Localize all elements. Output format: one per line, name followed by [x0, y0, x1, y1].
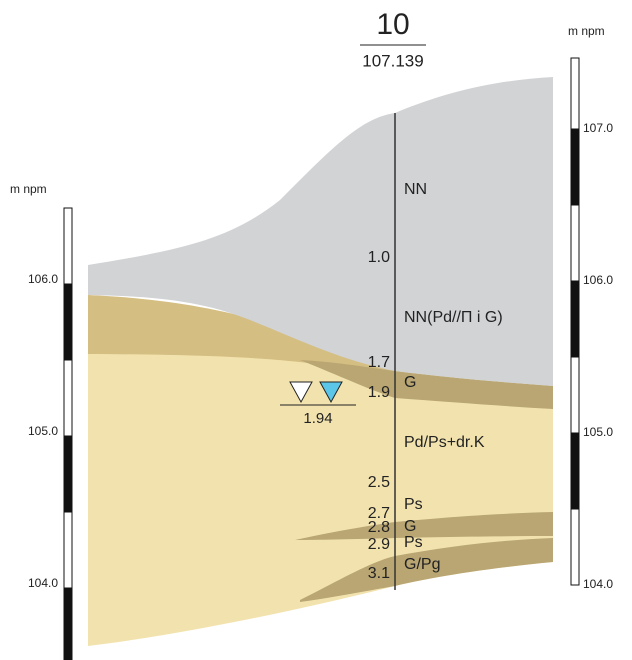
borehole-number: 10 [376, 8, 409, 41]
gravel-sand-layer [300, 538, 553, 602]
scale-unit: m npm [10, 182, 47, 196]
layer-label: Ps [404, 496, 423, 513]
layer-label: G/Pg [404, 556, 440, 573]
scale-segment [570, 57, 580, 130]
depth-label: 2.7 [368, 505, 390, 522]
scale-label: 106.0 [28, 272, 58, 286]
scale-label: 106.0 [583, 273, 613, 287]
depth-label: 2.8 [368, 519, 390, 536]
scale-segment [570, 280, 580, 358]
water-level: 1.94 [303, 410, 332, 427]
water-symbol [289, 381, 313, 404]
fill-layer [88, 77, 553, 386]
borehole-elevation: 107.139 [362, 51, 423, 70]
scale-segment [570, 356, 580, 434]
scale-label: 105.0 [583, 425, 613, 439]
gravel-lens [295, 512, 553, 540]
scale-segment [63, 359, 73, 437]
labels: 1.0 1.7 1.9 2.5 2.72.82.9 3.1 NN NN(Pd//Π i G) G… [368, 181, 503, 582]
depth-label: 1.9 [368, 384, 390, 401]
scale-segment [63, 283, 73, 361]
depth-label: 2.9 [368, 536, 390, 553]
layer-label: NN [404, 181, 427, 198]
right-scale: 107.0 106.0 105.0 104.0 [570, 57, 613, 591]
scale-label: 105.0 [28, 424, 58, 438]
scale-segment [570, 508, 580, 586]
layer-label: G [404, 374, 416, 391]
scale-segment [63, 435, 73, 513]
depth-label: 1.0 [368, 249, 390, 266]
scale-segment [63, 587, 73, 660]
scale-segment [63, 207, 73, 285]
layer-label: G [404, 518, 416, 535]
gravel-layer [300, 360, 553, 409]
layer-label: Pd/Ps+dr.K [404, 434, 485, 451]
scale-segment [570, 432, 580, 510]
scale-segment [570, 128, 580, 206]
water-symbol [319, 381, 343, 404]
mixed-layer [88, 295, 395, 380]
scale-label: 104.0 [583, 577, 613, 591]
layer-label: NN(Pd//Π i G) [404, 309, 503, 326]
left-scale: 106.0 105.0 104.0 [28, 207, 73, 660]
depth-label: 2.5 [368, 474, 390, 491]
scale-segment [63, 511, 73, 589]
scale-label: 104.0 [28, 576, 58, 590]
depth-label: 3.1 [368, 565, 390, 582]
scale-label: 107.0 [583, 121, 613, 135]
layer-label: Ps [404, 534, 423, 551]
scale-segment [570, 204, 580, 282]
depth-label: 1.7 [368, 354, 390, 371]
scale-unit: m npm [568, 24, 605, 38]
